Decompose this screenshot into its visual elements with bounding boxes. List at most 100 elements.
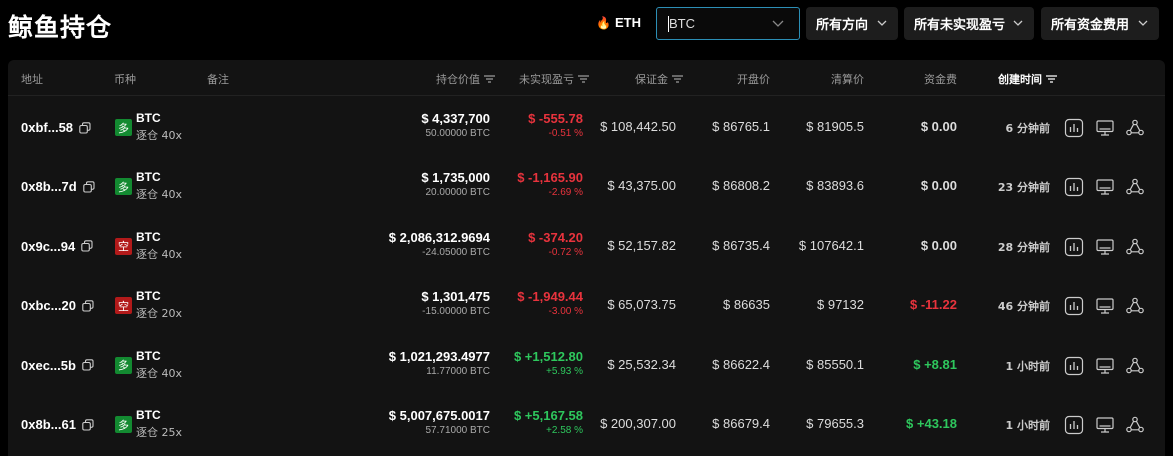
address-text[interactable]: 0x9c...94 <box>21 238 76 254</box>
monitor-icon[interactable] <box>1094 176 1116 198</box>
unrealized-pnl: $ -1,949.44 <box>517 289 583 305</box>
col-note: 备注 <box>207 73 229 86</box>
address-text[interactable]: 0xec...5b <box>21 357 76 373</box>
chart-icon[interactable] <box>1063 176 1085 198</box>
funding-filter-dropdown[interactable]: 所有资金费用 <box>1041 7 1159 40</box>
chart-icon[interactable] <box>1063 117 1085 139</box>
position-value: $ 4,337,700 <box>421 111 490 126</box>
address-cell[interactable]: 0x8b...61 <box>21 417 94 432</box>
margin-value: $ 108,442.50 <box>600 119 676 134</box>
table-row[interactable]: 0xec...5b 多 BTC 逐仓 40x $ 1,021,293.4977 … <box>8 336 1165 395</box>
table-row[interactable]: 0x8b...7d 多 BTC 逐仓 40x $ 1,735,000 20.00… <box>8 157 1165 216</box>
sort-icon <box>1046 75 1057 83</box>
col-created-time[interactable]: 创建时间 <box>998 71 1057 87</box>
copy-icon[interactable] <box>82 418 94 431</box>
side-badge: 空 <box>115 237 132 255</box>
unrealized-pnl: $ +5,167.58 <box>513 408 583 423</box>
entry-price: $ 86735.4 <box>712 237 770 253</box>
liq-price: $ 83893.6 <box>806 178 864 194</box>
copy-icon[interactable] <box>81 240 93 252</box>
pnl-filter-label: 所有未实现盈亏 <box>914 18 1006 33</box>
coin-symbol: BTC <box>136 170 161 185</box>
pnl-filter-dropdown[interactable]: 所有未实现盈亏 <box>904 7 1034 40</box>
address-cell[interactable]: 0xec...5b <box>21 358 94 373</box>
col-margin[interactable]: 保证金 <box>635 71 683 87</box>
liq-price: $ 107642.1 <box>798 237 864 253</box>
col-coin: 币种 <box>114 73 136 86</box>
address-cell[interactable]: 0xbf...58 <box>21 120 91 135</box>
position-value: $ 1,021,293.4977 <box>388 348 490 364</box>
funding-fee: $ -11.22 <box>910 297 957 313</box>
funding-fee: $ +43.18 <box>906 416 957 431</box>
eth-chip[interactable]: 🔥 ETH <box>596 15 641 30</box>
margin-value: $ 65,073.75 <box>607 297 676 313</box>
liq-price: $ 97132 <box>817 297 864 313</box>
copy-icon[interactable] <box>82 181 95 193</box>
chart-icon[interactable] <box>1063 355 1085 377</box>
share-nodes-icon[interactable] <box>1124 414 1146 436</box>
chevron-down-icon[interactable] <box>771 17 785 29</box>
address-cell[interactable]: 0xbc...20 <box>21 298 94 313</box>
address-text[interactable]: 0x8b...7d <box>21 179 77 195</box>
position-qty: -24.05000 BTC <box>422 246 490 258</box>
sort-icon <box>578 75 589 83</box>
col-position-value[interactable]: 持仓价值 <box>436 71 495 87</box>
address-text[interactable]: 0xbf...58 <box>21 120 74 135</box>
monitor-icon[interactable] <box>1094 117 1116 139</box>
chevron-down-icon <box>877 20 887 26</box>
entry-price: $ 86635 <box>723 297 770 313</box>
monitor-icon[interactable] <box>1094 355 1116 377</box>
liq-price: $ 85550.1 <box>806 356 864 372</box>
table-row[interactable]: 0xbc...20 空 BTC 逐仓 20x $ 1,301,475 -15.0… <box>8 276 1165 335</box>
unrealized-pnl: $ -1,165.90 <box>517 170 583 186</box>
copy-icon[interactable] <box>82 299 94 312</box>
coin-search-input[interactable]: BTC <box>656 7 800 40</box>
chart-icon[interactable] <box>1063 236 1085 258</box>
coin-symbol: BTC <box>136 289 161 304</box>
top-bar: 鲸鱼持仓 🔥 ETH BTC 所有方向 所有未实现盈亏 所有资金费用 <box>0 0 1173 48</box>
address-cell[interactable]: 0x8b...7d <box>21 179 95 194</box>
share-nodes-icon[interactable] <box>1124 295 1146 317</box>
funding-filter-label: 所有资金费用 <box>1051 18 1130 33</box>
table-row[interactable]: 0x9c...94 空 BTC 逐仓 40x $ 2,086,312.9694 … <box>8 217 1165 276</box>
funding-fee: $ 0.00 <box>920 178 957 194</box>
unrealized-pnl-pct: +5.93 % <box>546 365 583 377</box>
created-time: 6 分钟前 <box>1005 122 1050 135</box>
table-header: 地址 币种 备注 持仓价值 未实现盈亏 保证金 开盘价 清算价 资金费 创建时间 <box>8 60 1165 96</box>
coin-symbol: BTC <box>136 111 161 125</box>
created-time: 28 分钟前 <box>997 240 1050 254</box>
address-text[interactable]: 0xbc...20 <box>21 298 76 314</box>
monitor-icon[interactable] <box>1094 295 1116 317</box>
coin-symbol: BTC <box>136 348 161 363</box>
leverage-text: 逐仓 40x <box>136 129 183 142</box>
copy-icon[interactable] <box>82 359 94 371</box>
col-unrealized-pnl[interactable]: 未实现盈亏 <box>519 71 589 87</box>
entry-price: $ 86808.2 <box>712 178 770 194</box>
direction-filter-dropdown[interactable]: 所有方向 <box>806 7 898 40</box>
chart-icon[interactable] <box>1063 414 1085 436</box>
created-time: 1 小时前 <box>1005 359 1050 373</box>
direction-filter-label: 所有方向 <box>816 18 869 33</box>
side-badge: 多 <box>115 178 132 196</box>
position-value: $ 1,735,000 <box>421 170 490 186</box>
unrealized-pnl: $ -374.20 <box>528 229 583 245</box>
page-title: 鲸鱼持仓 <box>8 13 113 42</box>
address-cell[interactable]: 0x9c...94 <box>21 239 93 254</box>
share-nodes-icon[interactable] <box>1124 176 1146 198</box>
address-text[interactable]: 0x8b...61 <box>21 417 76 432</box>
monitor-icon[interactable] <box>1094 414 1116 436</box>
monitor-icon[interactable] <box>1094 236 1116 258</box>
table-row[interactable]: 0x8b...61 多 BTC 逐仓 25x $ 5,007,675.0017 … <box>8 395 1165 454</box>
copy-icon[interactable] <box>79 121 91 134</box>
liq-price: $ 79655.3 <box>806 416 864 431</box>
liq-price: $ 81905.5 <box>806 119 864 134</box>
share-nodes-icon[interactable] <box>1124 355 1146 377</box>
col-address: 地址 <box>21 73 43 86</box>
share-nodes-icon[interactable] <box>1124 236 1146 258</box>
share-nodes-icon[interactable] <box>1124 117 1146 139</box>
chart-icon[interactable] <box>1063 295 1085 317</box>
leverage-text: 逐仓 40x <box>136 247 183 261</box>
table-row[interactable]: 0xbf...58 多 BTC 逐仓 40x $ 4,337,700 50.00… <box>8 98 1165 157</box>
col-entry-price: 开盘价 <box>737 73 770 86</box>
funding-fee: $ 0.00 <box>920 119 957 134</box>
